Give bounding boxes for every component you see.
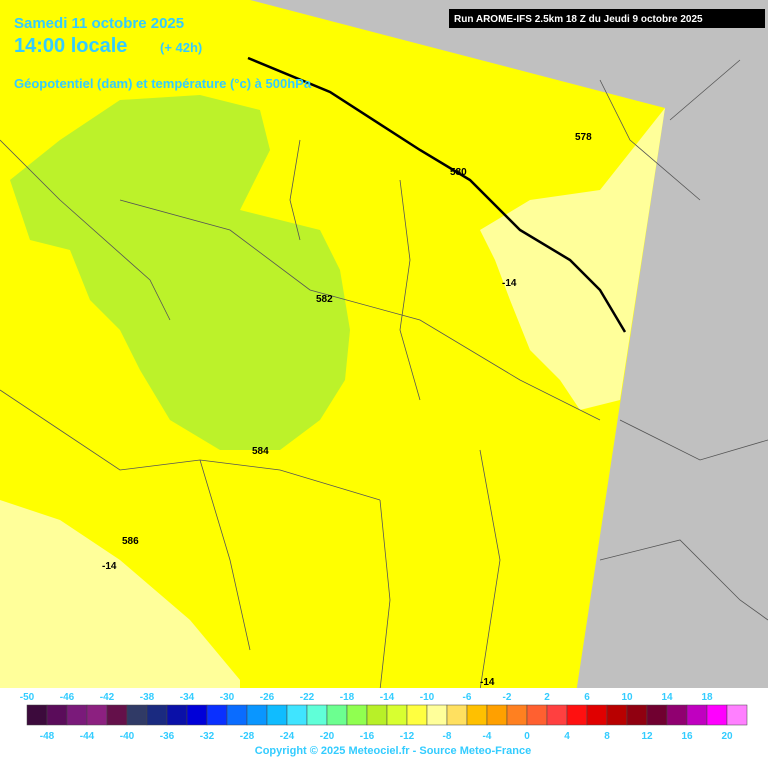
colorbar-label: -12	[400, 731, 415, 742]
colorbar-label: 8	[604, 731, 610, 742]
color-swatch	[686, 704, 708, 726]
colorbar-label: 0	[524, 731, 530, 742]
color-swatch	[726, 704, 748, 726]
color-swatch	[246, 704, 268, 726]
colorbar-label: -20	[320, 731, 335, 742]
colorbar-label: -48	[40, 731, 55, 742]
colorbar-label: 14	[661, 692, 673, 703]
color-swatch	[306, 704, 328, 726]
colorbar-label: 4	[564, 731, 570, 742]
color-swatch	[626, 704, 648, 726]
color-swatch	[286, 704, 308, 726]
color-swatch	[326, 704, 348, 726]
color-swatch	[466, 704, 488, 726]
colorbar-label: -26	[260, 692, 275, 703]
color-swatch	[486, 704, 508, 726]
contour-label: -14	[480, 677, 495, 688]
borders	[0, 59, 768, 691]
color-swatch	[386, 704, 408, 726]
color-swatch	[586, 704, 608, 726]
colorbar-label: 2	[544, 692, 550, 703]
color-swatch	[406, 704, 428, 726]
contour-label: 580	[450, 167, 467, 178]
colorbar-label: 10	[621, 692, 633, 703]
colorbar-label: -18	[340, 692, 355, 703]
light-yellow-zone	[480, 108, 665, 410]
color-swatch	[146, 704, 168, 726]
colorbar-label: -46	[60, 692, 75, 703]
colorbar-label: -14	[380, 692, 395, 703]
parameter: Géopotentiel (dam) et température (°c) à…	[14, 76, 312, 91]
color-swatch	[646, 704, 668, 726]
colorbar-label: -42	[100, 692, 115, 703]
colorbar-label: -36	[160, 731, 175, 742]
color-swatch	[526, 704, 548, 726]
colorbar-label: -6	[463, 692, 472, 703]
time: 14:00 locale	[14, 35, 127, 57]
lead-time: (+ 42h)	[160, 40, 202, 55]
color-swatch	[26, 704, 48, 726]
legend-panel	[0, 688, 768, 768]
color-swatch	[566, 704, 588, 726]
color-swatch	[226, 704, 248, 726]
color-swatch	[66, 704, 88, 726]
color-swatch	[206, 704, 228, 726]
color-swatch	[666, 704, 688, 726]
colorbar-label: 20	[721, 731, 733, 742]
contour-label: 584	[252, 446, 269, 457]
run-box	[449, 9, 765, 28]
light-yellow-zone	[0, 500, 240, 700]
contour-label: 586	[122, 536, 139, 547]
colorbar-label: -2	[503, 692, 512, 703]
colorbar-label: -34	[180, 692, 195, 703]
green-zone	[10, 95, 350, 450]
colorbar-label: -38	[140, 692, 155, 703]
color-swatch	[266, 704, 288, 726]
color-swatch	[426, 704, 448, 726]
run-info: Run AROME-IFS 2.5km 18 Z du Jeudi 9 octo…	[454, 14, 703, 25]
color-swatch	[346, 704, 368, 726]
colorbar-label: -50	[20, 692, 35, 703]
colorbar-label: -30	[220, 692, 235, 703]
color-swatch	[106, 704, 128, 726]
date: Samedi 11 octobre 2025	[14, 15, 184, 32]
color-swatch	[446, 704, 468, 726]
contour-label: -14	[502, 278, 517, 289]
color-swatch	[706, 704, 728, 726]
colorbar-label: 12	[641, 731, 653, 742]
colorbar-label: -16	[360, 731, 375, 742]
colorbar-label: -8	[443, 731, 452, 742]
copyright: Copyright © 2025 Meteociel.fr - Source M…	[255, 745, 531, 757]
color-swatch	[86, 704, 108, 726]
color-swatch	[366, 704, 388, 726]
colorbar-label: -28	[240, 731, 255, 742]
colorbar-label: 16	[681, 731, 693, 742]
color-swatch	[606, 704, 628, 726]
colorbar-label: -44	[80, 731, 95, 742]
colorbar-label: -22	[300, 692, 315, 703]
colorbar-label: 18	[701, 692, 713, 703]
color-swatch	[126, 704, 148, 726]
colorbar-label: -40	[120, 731, 135, 742]
colorbar: -50 -46 -42 -38 -34 -30 -26 -22 -18 -14 -10 -6 -2 2 6 1…	[20, 692, 748, 742]
color-swatch	[186, 704, 208, 726]
colorbar-label: -4	[483, 731, 492, 742]
colorbar-label: -10	[420, 692, 435, 703]
colorbar-label: -32	[200, 731, 215, 742]
color-swatch	[506, 704, 528, 726]
color-swatch	[46, 704, 68, 726]
geopotential-contour	[247, 56, 627, 333]
colorbar-label: -24	[280, 731, 295, 742]
contour-label: -14	[102, 561, 117, 572]
color-swatch	[546, 704, 568, 726]
contour-label: 582	[316, 294, 333, 305]
colorbar-label: 6	[584, 692, 590, 703]
contour-label: 578	[575, 132, 592, 143]
color-swatch	[166, 704, 188, 726]
